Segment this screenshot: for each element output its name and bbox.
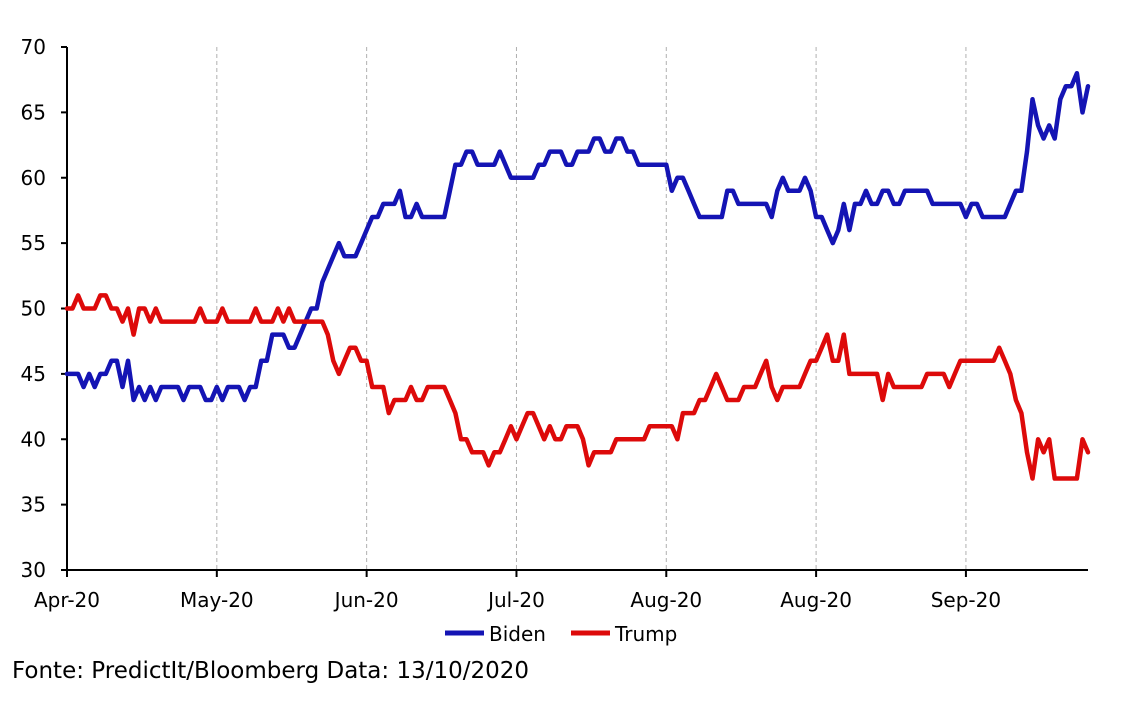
x-tick-label: Jul-20 — [486, 588, 545, 612]
x-tick-label: Jun-20 — [333, 588, 399, 612]
y-tick-label: 55 — [21, 231, 46, 255]
y-tick-label: 60 — [21, 166, 46, 190]
legend: Biden Trump — [445, 622, 677, 646]
x-tick-label: Apr-20 — [34, 588, 100, 612]
y-tick-label: 35 — [21, 493, 46, 517]
legend-biden-label: Biden — [489, 622, 546, 646]
x-tick-label: Aug-20 — [780, 588, 852, 612]
series-lines — [64, 70, 1091, 481]
series-line-biden — [64, 70, 1091, 403]
y-tick-label: 40 — [21, 427, 46, 451]
x-tick-label: Sep-20 — [931, 588, 1001, 612]
y-tick-label: 45 — [21, 362, 46, 386]
x-tick-label: May-20 — [180, 588, 254, 612]
y-tick-label: 70 — [21, 35, 46, 59]
axes: 30 35 40 45 50 55 60 65 70 Apr-20 May-20 Jun-20 Jul-… — [21, 35, 1088, 612]
y-tick-label: 50 — [21, 297, 46, 321]
x-tick-label: Aug-20 — [630, 588, 702, 612]
legend-trump-label: Trump — [614, 622, 677, 646]
y-tick-label: 65 — [21, 100, 46, 124]
line-chart: 30 35 40 45 50 55 60 65 70 Apr-20 May-20 Jun-20 Jul-… — [21, 35, 1091, 646]
source-note: Fonte: PredictIt/Bloomberg Data: 13/10/2… — [12, 658, 530, 684]
vertical-gridlines — [216, 47, 967, 570]
y-tick-label: 30 — [21, 558, 46, 582]
series-line-trump — [64, 293, 1091, 481]
